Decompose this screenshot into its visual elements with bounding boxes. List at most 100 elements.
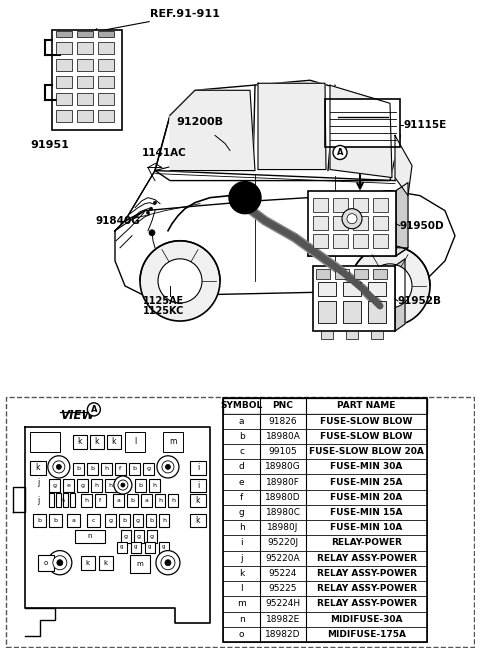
Bar [343, 282, 361, 296]
Bar [353, 215, 368, 230]
Text: RELAY ASSY-POWER: RELAY ASSY-POWER [317, 569, 417, 578]
Bar [98, 31, 114, 37]
Polygon shape [155, 81, 400, 181]
Text: FUSE-MIN 10A: FUSE-MIN 10A [330, 523, 403, 533]
Circle shape [121, 483, 125, 487]
Text: PART NAME: PART NAME [337, 402, 396, 411]
Text: h: h [95, 483, 98, 487]
Text: g: g [162, 544, 166, 549]
Bar [223, 398, 427, 642]
Text: 91952B: 91952B [398, 296, 442, 306]
Text: FUSE-SLOW BLOW: FUSE-SLOW BLOW [321, 417, 413, 426]
Text: a: a [72, 518, 75, 523]
Circle shape [149, 230, 155, 236]
Circle shape [146, 211, 149, 214]
Bar [143, 463, 154, 475]
Bar [155, 494, 165, 507]
Circle shape [158, 259, 202, 303]
Text: b: b [76, 466, 80, 472]
Bar [354, 269, 368, 279]
Text: 91951: 91951 [30, 140, 69, 151]
Bar [313, 198, 328, 212]
Text: 18980J: 18980J [267, 523, 299, 533]
Text: b: b [138, 483, 143, 487]
Text: a: a [239, 417, 244, 426]
Bar [316, 269, 330, 279]
Text: b: b [239, 432, 244, 441]
Text: REF.91-911: REF.91-911 [150, 9, 220, 19]
Text: 95224: 95224 [269, 569, 297, 578]
Bar [98, 42, 114, 54]
Bar [223, 581, 427, 596]
Circle shape [87, 403, 100, 416]
Bar [73, 435, 87, 449]
Polygon shape [395, 259, 405, 331]
Text: h: h [84, 498, 88, 502]
Bar [313, 266, 395, 331]
Text: 91200B: 91200B [177, 117, 224, 128]
Text: g: g [108, 518, 112, 523]
Bar [346, 331, 358, 339]
Text: e: e [66, 483, 70, 487]
Text: FUSE-MIN 25A: FUSE-MIN 25A [330, 477, 403, 487]
Circle shape [53, 555, 67, 570]
Bar [30, 461, 46, 475]
Text: l: l [134, 437, 136, 446]
Text: b: b [37, 518, 41, 523]
Text: FUSE-MIN 15A: FUSE-MIN 15A [330, 508, 403, 517]
Bar [107, 435, 121, 449]
Text: k: k [78, 437, 82, 446]
Text: c: c [239, 447, 244, 456]
Circle shape [157, 456, 179, 478]
Text: FUSE-MIN 30A: FUSE-MIN 30A [330, 462, 403, 472]
Text: RELAY-POWER: RELAY-POWER [331, 538, 402, 548]
Bar [223, 459, 427, 474]
Bar [119, 514, 130, 527]
Text: g: g [52, 483, 56, 487]
Text: k: k [95, 437, 99, 446]
Circle shape [342, 209, 362, 229]
Text: b: b [149, 518, 153, 523]
Bar [223, 429, 427, 444]
Bar [127, 494, 138, 507]
Circle shape [166, 464, 170, 470]
Bar [335, 269, 349, 279]
Text: g: g [146, 466, 150, 472]
Text: RELAY ASSY-POWER: RELAY ASSY-POWER [317, 553, 417, 563]
Bar [321, 331, 333, 339]
Text: k: k [239, 569, 244, 578]
Bar [49, 493, 54, 507]
Bar [77, 93, 93, 105]
Bar [125, 432, 145, 452]
Text: A: A [91, 405, 97, 414]
Text: k: k [112, 437, 116, 446]
Circle shape [56, 464, 61, 470]
Text: n: n [88, 533, 92, 540]
Text: h: h [153, 483, 156, 487]
Text: k: k [196, 496, 200, 504]
Text: b: b [53, 518, 57, 523]
Text: j: j [36, 477, 39, 487]
Text: m: m [136, 561, 144, 567]
Text: MIDIFUSE-30A: MIDIFUSE-30A [330, 614, 403, 624]
Circle shape [140, 241, 220, 321]
Bar [373, 234, 388, 248]
Bar [325, 100, 400, 147]
Text: b: b [122, 518, 126, 523]
Text: 18982E: 18982E [266, 614, 300, 624]
Text: h: h [108, 483, 112, 487]
Text: PNC: PNC [273, 402, 293, 411]
Bar [313, 234, 328, 248]
Bar [223, 627, 427, 642]
Bar [373, 215, 388, 230]
Text: b: b [132, 466, 136, 472]
Bar [149, 479, 160, 492]
Circle shape [53, 461, 65, 473]
Bar [90, 435, 104, 449]
Circle shape [165, 559, 171, 566]
Circle shape [368, 264, 412, 308]
Text: h: h [162, 518, 166, 523]
Bar [318, 282, 336, 296]
Polygon shape [170, 90, 255, 170]
Bar [56, 493, 61, 507]
